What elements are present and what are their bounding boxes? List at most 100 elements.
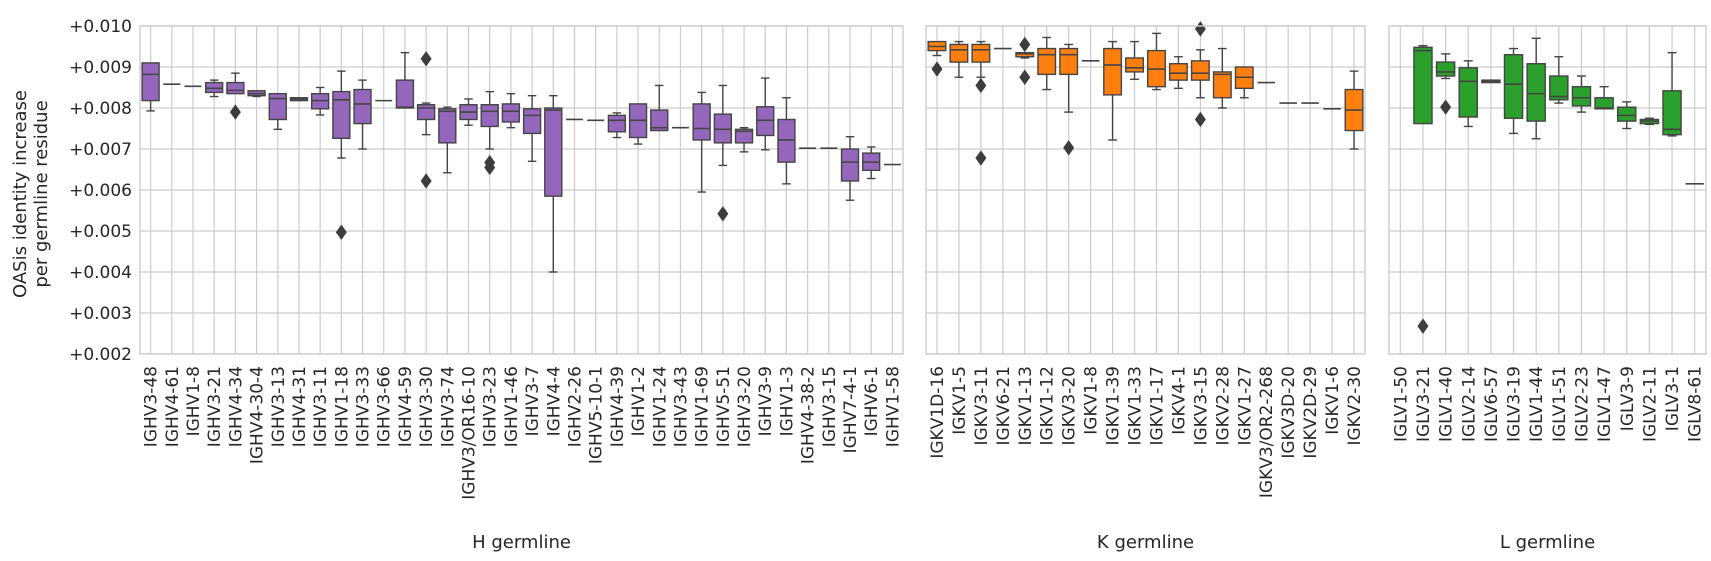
x-tick-label: IGLV1-47 [1595, 366, 1615, 442]
box-IGHV3-30 [416, 51, 436, 189]
x-tick-label: IGHV2-26 [565, 366, 585, 447]
outlier-marker [1019, 69, 1031, 85]
x-tick-label: IGHV5-10-1 [587, 366, 607, 464]
x-tick-label: IGLV1-44 [1527, 366, 1547, 442]
x-tick-label: IGHV3-33 [354, 366, 374, 447]
x-tick-label: IGLV1-51 [1550, 366, 1570, 442]
x-tick-label: IGKV1-6 [1323, 366, 1343, 435]
box-body [650, 109, 669, 132]
box-IGHV1-24 [650, 84, 669, 132]
y-tick-label: +0.004 [69, 263, 132, 283]
x-tick-label: IGLV1-40 [1437, 366, 1457, 442]
box-body [1435, 61, 1456, 77]
box-IGLV2-23 [1571, 75, 1592, 113]
box-IGHV3-21 [205, 79, 224, 98]
box-IGHV3-11 [310, 86, 330, 116]
box-body [353, 88, 372, 125]
box-body [205, 81, 224, 94]
y-axis-label-line-2: per germline residue [31, 100, 52, 287]
outlier-marker [484, 159, 496, 176]
x-tick-label: IGLV2-14 [1459, 366, 1479, 442]
box-IGKV1-12 [1037, 36, 1057, 91]
box-IGHV5-51 [713, 84, 733, 222]
box-IGHV3-20 [734, 126, 754, 153]
box-IGHV1-3 [777, 97, 796, 185]
panel-frame [139, 25, 904, 355]
box-IGKV1-5 [949, 40, 969, 78]
box-IGHV1-69 [692, 91, 711, 193]
x-tick-label: IGKV3/OR2-268 [1257, 366, 1277, 498]
box-IGHV3-7 [522, 94, 542, 163]
outlier-marker [931, 61, 943, 77]
box-body [840, 148, 860, 182]
box-body [1549, 75, 1569, 101]
box-IGHV3-48 [141, 62, 160, 112]
box-IGHV4-59 [395, 51, 415, 109]
box-body [395, 79, 415, 109]
x-tick-label: IGLV8-61 [1686, 366, 1706, 442]
x-tick-label: IGKV2D-29 [1301, 366, 1321, 459]
y-tick-label: +0.002 [69, 345, 132, 365]
box-IGHV1-18 [332, 70, 351, 240]
x-tick-label: IGKV3-15 [1191, 366, 1211, 446]
box-body [1594, 97, 1614, 110]
box-body [692, 103, 711, 141]
x-tick-label: IGLV3-1 [1663, 366, 1683, 431]
x-tick-label: IGHV3-7 [523, 366, 543, 436]
box-IGHV4-4 [544, 94, 563, 273]
x-tick-label: IGKV1-13 [1016, 366, 1036, 446]
box-body [226, 81, 245, 95]
x-tick-label: IGHV6-1 [862, 366, 882, 436]
box-IGKV1D-16 [927, 40, 947, 77]
x-tick-label: IGHV3-48 [142, 366, 162, 447]
outlier-marker [420, 173, 432, 189]
box-body [438, 108, 457, 144]
x-tick-label: IGHV4-31 [290, 366, 310, 447]
box-IGHV4-31 [289, 97, 309, 102]
box-IGHV6-1 [862, 146, 881, 180]
x-tick-label: IGLV2-11 [1640, 366, 1660, 442]
box-IGKV1-27 [1234, 66, 1254, 99]
outlier-marker [1440, 99, 1452, 115]
outlier-marker [420, 51, 432, 67]
box-body [522, 108, 542, 135]
x-tick-label: IGHV1-24 [650, 366, 670, 447]
x-tick-label: IGLV3-9 [1618, 366, 1638, 431]
box-body [713, 113, 733, 144]
box-IGLV6-57 [1481, 79, 1501, 84]
x-tick-label: IGKV1-39 [1104, 366, 1124, 446]
x-tick-label: IGHV1-69 [693, 366, 713, 447]
x-tick-label: IGKV1-5 [950, 366, 970, 435]
outlier-marker [1194, 111, 1206, 128]
box-IGHV4-30-4 [247, 90, 266, 98]
x-tick-label: IGHV3/OR16-10 [460, 366, 480, 500]
x-axis-label: H germline [472, 532, 571, 553]
x-tick-label: IGHV3-11 [311, 366, 331, 447]
box-IGHV3-23 [480, 90, 499, 176]
box-IGHV3-74 [438, 106, 457, 174]
x-tick-label: IGKV3D-20 [1279, 366, 1299, 459]
box-IGHV7-4-1 [840, 135, 860, 201]
x-tick-label: IGHV5-51 [714, 366, 734, 447]
box-IGHV1-46 [501, 92, 521, 129]
box-body [416, 104, 436, 121]
x-tick-label: IGKV3-11 [972, 366, 992, 446]
x-tick-label: IGKV6-21 [994, 366, 1014, 446]
x-tick-label: IGHV4-39 [608, 366, 628, 447]
x-axis-label: L germline [1500, 532, 1595, 553]
box-body [501, 103, 521, 123]
y-tick-label: +0.006 [69, 181, 132, 201]
box-IGHV3/OR16-10 [459, 98, 478, 126]
box-body [777, 118, 796, 163]
box-body [1168, 63, 1188, 81]
outlier-marker [1019, 36, 1031, 53]
box-IGLV1-47 [1594, 85, 1614, 110]
x-tick-label: IGKV2-28 [1213, 366, 1233, 446]
y-tick-label: +0.003 [69, 304, 132, 324]
x-tick-label: IGHV3-15 [820, 366, 840, 447]
box-layer [141, 21, 1704, 334]
box-body [1616, 106, 1637, 122]
x-tick-label: IGHV3-20 [735, 366, 755, 447]
box-body [1571, 85, 1592, 107]
box-IGHV3-33 [353, 79, 372, 150]
